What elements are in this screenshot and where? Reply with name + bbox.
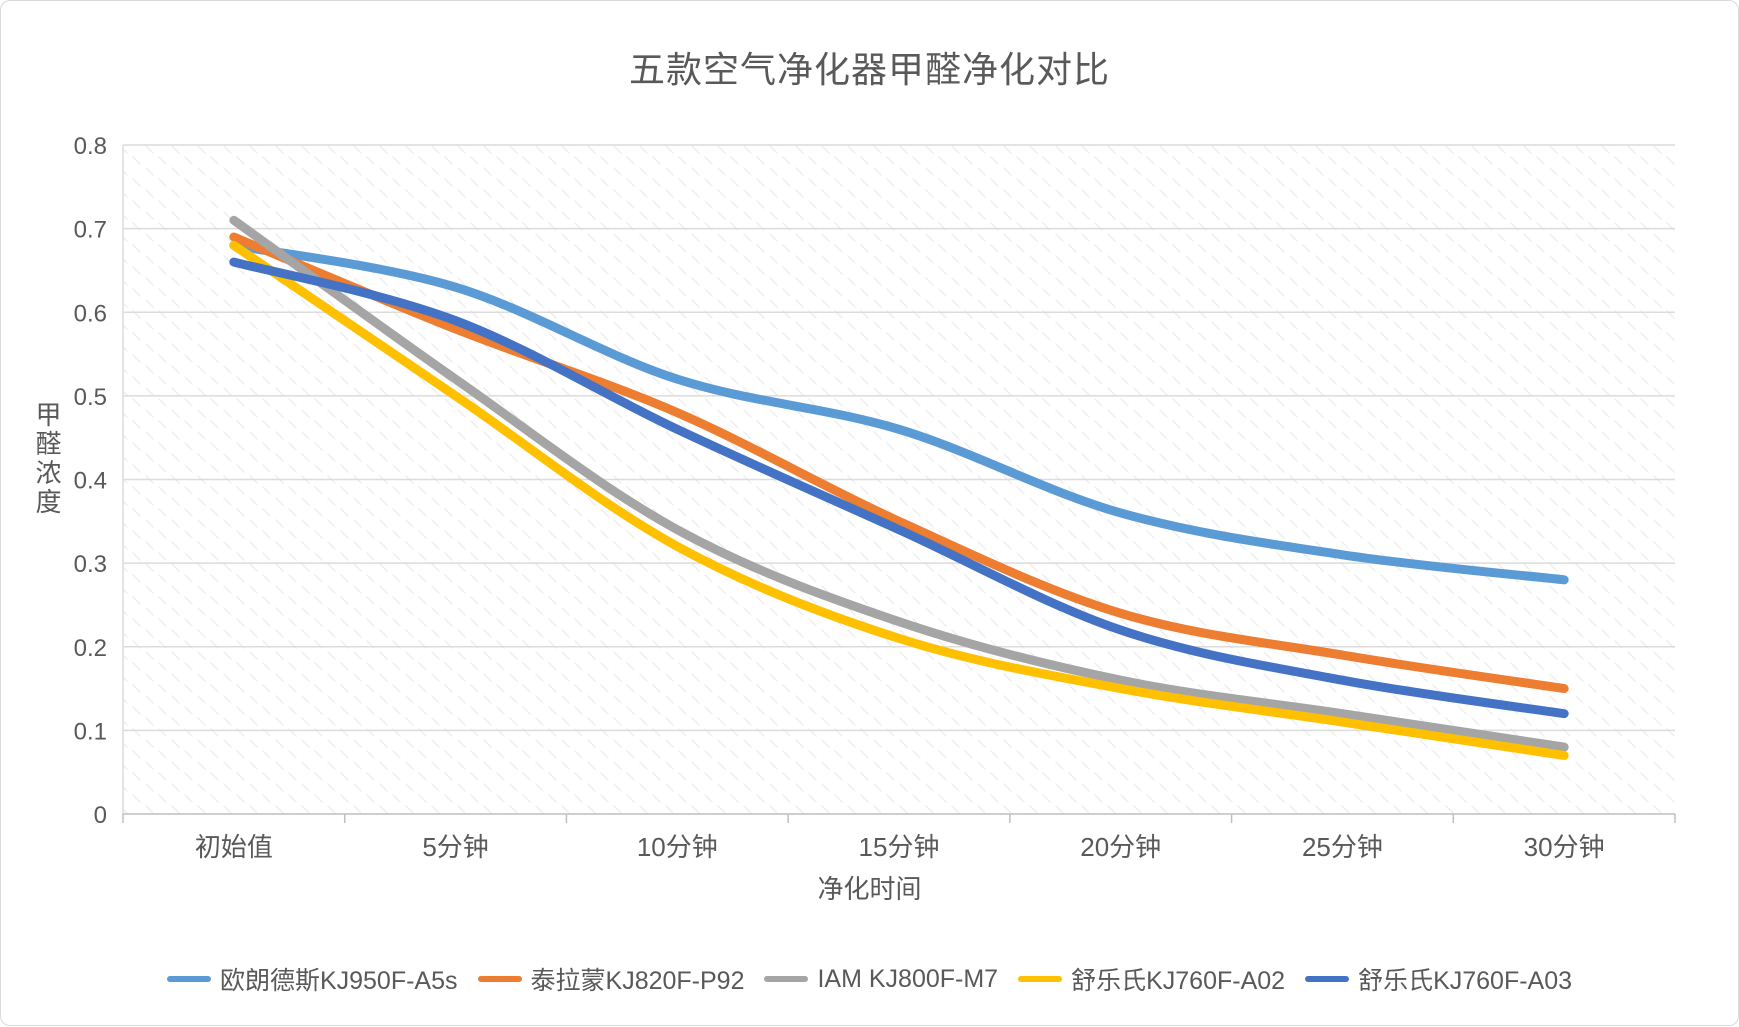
legend-item[interactable]: 泰拉蒙KJ820F-P92 [477,961,745,997]
legend-item[interactable]: IAM KJ800F-M7 [764,965,998,994]
y-tick-label: 0.2 [74,635,107,662]
series-line-4 [229,257,1569,719]
y-tick-label: 0.7 [74,217,107,244]
x-tick-label: 初始值 [195,832,273,862]
x-tick-label: 5分钟 [422,832,488,862]
legend-line-marker [477,976,522,982]
series-line-3 [229,240,1569,760]
x-tick-label: 25分钟 [1302,832,1383,862]
legend-line-marker [1018,976,1063,982]
x-tick-label: 20分钟 [1080,832,1161,862]
y-tick-label: 0.4 [74,468,107,495]
y-tick-label: 0.8 [74,133,107,160]
legend: 欧朗德斯KJ950F-A5s 泰拉蒙KJ820F-P92 IAM KJ800F-M7… [1,961,1738,997]
x-tick-label: 15分钟 [859,832,940,862]
chart-title: 五款空气净化器甲醛净化对比 [628,49,1110,90]
x-tick-label: 10分钟 [637,832,718,862]
y-axis-title: 甲醛浓度 [32,401,62,517]
x-axis-title: 净化时间 [817,874,922,904]
y-tick-label: 0 [94,802,107,829]
y-tick-label: 0.3 [74,551,107,578]
legend-line-marker [764,976,809,982]
x-tick-label: 30分钟 [1524,832,1605,862]
legend-item[interactable]: 舒乐氏KJ760F-A02 [1018,961,1285,997]
legend-label: 舒乐氏KJ760F-A03 [1358,967,1573,995]
legend-item[interactable]: 舒乐氏KJ760F-A03 [1305,961,1572,997]
y-tick-label: 0.6 [74,300,107,327]
legend-label: 舒乐氏KJ760F-A02 [1071,967,1286,995]
legend-label: 泰拉蒙KJ820F-P92 [530,967,745,995]
y-tick-label: 0.1 [74,718,107,745]
legend-line-marker [166,976,211,982]
legend-line-marker [1305,976,1350,982]
legend-label: IAM KJ800F-M7 [817,964,999,993]
series-line-1 [229,232,1569,694]
legend-item[interactable]: 欧朗德斯KJ950F-A5s [166,961,458,997]
legend-label: 欧朗德斯KJ950F-A5s [219,967,458,995]
series-line-2 [229,215,1569,752]
series-line-0 [229,240,1569,585]
y-tick-label: 0.5 [74,384,107,411]
